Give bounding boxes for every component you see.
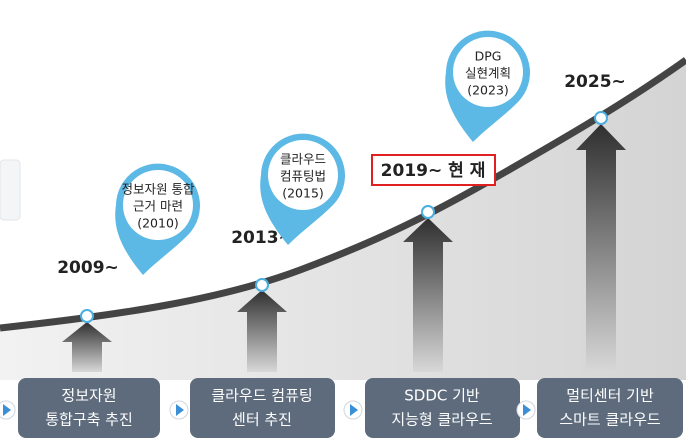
growth-curve — [0, 57, 686, 332]
arrow — [62, 322, 112, 372]
point — [421, 205, 435, 219]
pin-inner — [453, 37, 523, 107]
year-label: 2025~ — [564, 72, 626, 92]
pin-text: 정보자원 통합 — [122, 182, 195, 197]
arrow — [237, 290, 287, 372]
pin: DPG 실현계획 (2023) — [445, 30, 530, 142]
pin-inner — [268, 140, 338, 210]
curve-points — [80, 111, 608, 323]
play-icons — [0, 400, 536, 420]
arrow — [576, 124, 626, 372]
task-text: 센터 추진 — [232, 411, 292, 429]
task-text: 지능형 클라우드 — [391, 411, 493, 429]
play-glyph — [523, 404, 531, 416]
year-label: 2013~ — [231, 228, 293, 248]
task-text: SDDC 기반 — [404, 387, 480, 405]
task-text: 정보자원 — [61, 387, 116, 405]
play-glyph — [176, 404, 184, 416]
task-boxes: 정보자원 통합구축 추진 클라우드 컴퓨팅 센터 추진 SDDC 기반 지능형 … — [18, 378, 683, 438]
pin-text: (2023) — [467, 83, 509, 98]
pin-text: DPG — [475, 49, 502, 64]
pin-text: 클라우드 — [280, 152, 326, 167]
task-text: 멀티센터 기반 — [566, 387, 654, 405]
point — [255, 278, 269, 292]
task-box — [190, 378, 335, 438]
current-highlight — [371, 154, 496, 186]
pin-text: 근거 마련 — [133, 199, 183, 214]
pin-inner — [123, 170, 193, 240]
growth-area — [0, 60, 686, 380]
pin-text: (2015) — [282, 186, 324, 201]
pin: 클라우드 컴퓨팅법 (2015) — [260, 133, 345, 245]
play-glyph — [3, 404, 11, 416]
pin-text: 컴퓨팅법 — [280, 169, 326, 184]
task-box — [365, 378, 520, 438]
task-text: 통합구축 추진 — [45, 411, 133, 429]
point — [594, 111, 608, 125]
arrows — [62, 124, 626, 372]
task-box — [537, 378, 683, 438]
arrow — [403, 218, 453, 372]
year-label: 2009~ — [57, 258, 119, 278]
task-text: 클라우드 컴퓨팅 — [211, 387, 312, 405]
pin: 정보자원 통합 근거 마련 (2010) — [115, 163, 200, 275]
side-panel — [0, 159, 21, 221]
point — [80, 309, 94, 323]
task-box — [18, 378, 160, 438]
pin-text: 실현계획 — [465, 66, 511, 81]
task-text: 스마트 클라우드 — [559, 411, 661, 429]
pin-text: (2010) — [137, 216, 179, 231]
year-label: 2019~ 현 재 — [381, 161, 486, 181]
play-glyph — [350, 404, 358, 416]
